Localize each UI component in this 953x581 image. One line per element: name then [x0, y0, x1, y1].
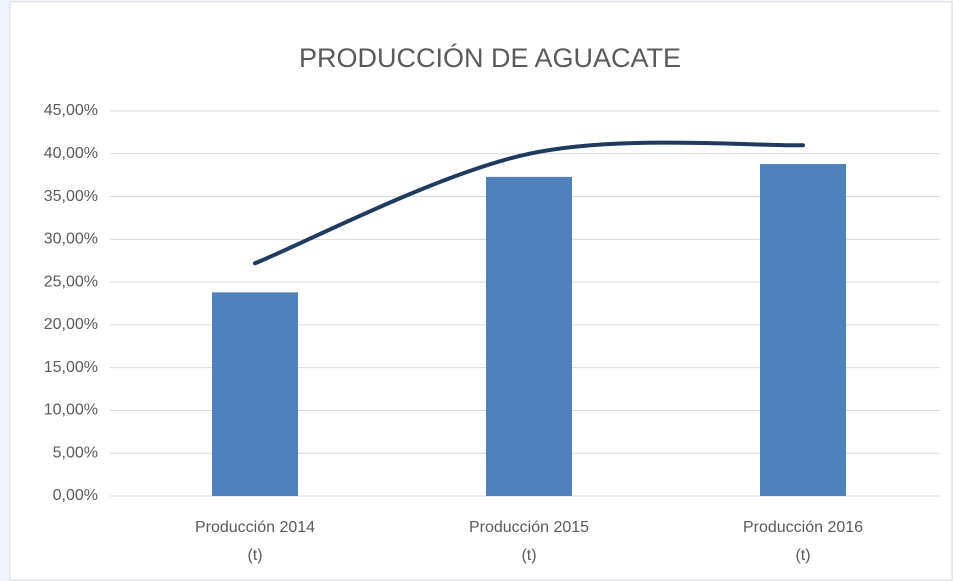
y-tick-label: 5,00%: [53, 444, 98, 461]
bar: [486, 176, 572, 496]
y-tick-label: 25,00%: [44, 273, 98, 290]
y-tick-label: 20,00%: [44, 316, 98, 333]
y-tick-label: 15,00%: [44, 359, 98, 376]
bar: [760, 164, 846, 497]
y-tick-label: 0,00%: [53, 487, 98, 504]
y-tick-label: 40,00%: [44, 145, 98, 162]
y-tick-label: 35,00%: [44, 188, 98, 205]
x-tick-label: Producción 2016 (t): [743, 519, 863, 564]
x-tick-label: Producción 2014 (t): [195, 519, 315, 564]
x-tick-label: Producción 2015 (t): [469, 519, 589, 564]
bar: [212, 292, 298, 496]
y-tick-label: 30,00%: [44, 231, 98, 248]
y-tick-label: 10,00%: [44, 402, 98, 419]
trend-line: [253, 140, 805, 266]
chart-title: PRODUCCIÓN DE AGUACATE: [299, 42, 681, 73]
y-tick-label: 45,00%: [44, 102, 98, 119]
